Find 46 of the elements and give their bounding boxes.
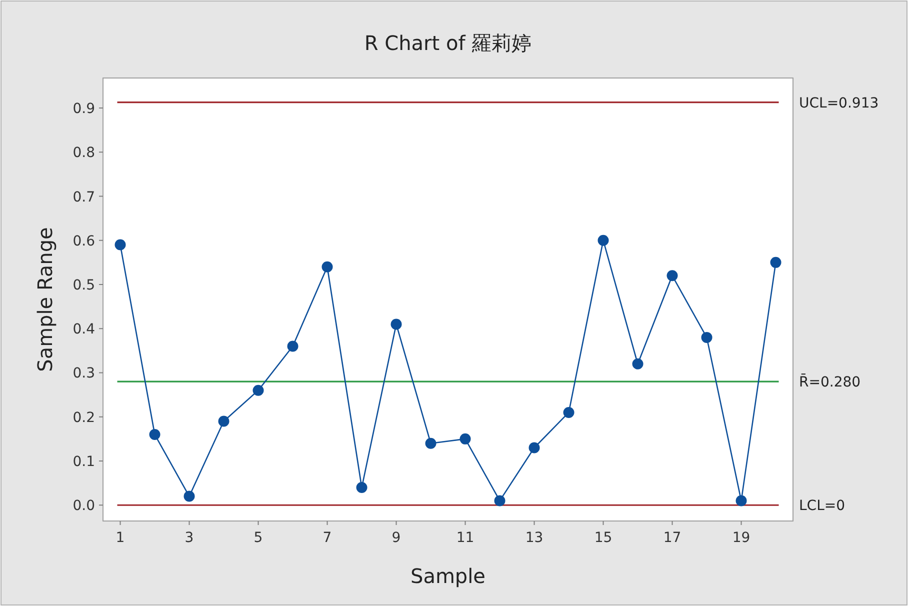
point	[494, 495, 506, 506]
y-axis-title: Sample Range	[33, 227, 57, 372]
ref-line-label: R̄=0.280	[799, 373, 861, 391]
y-tick-label: 0.5	[72, 278, 95, 294]
point	[770, 256, 782, 268]
point	[322, 261, 333, 272]
x-axis-title: Sample	[410, 564, 486, 588]
y-tick-label: 0.0	[72, 498, 95, 514]
point	[736, 495, 747, 506]
x-tick-label: 11	[456, 530, 474, 546]
y-tick-label: 0.4	[72, 322, 96, 338]
x-tick-label: 7	[322, 530, 332, 546]
x-tick-label: 15	[594, 530, 612, 546]
point	[528, 442, 540, 454]
ref-line-label: UCL=0.913	[799, 95, 879, 112]
point	[184, 490, 195, 502]
x-tick-label: 13	[525, 530, 544, 546]
x-tick-label: 3	[184, 530, 194, 546]
point	[114, 239, 126, 250]
y-tick-label: 0.2	[72, 410, 95, 426]
point	[460, 433, 471, 444]
y-tick-label: 0.8	[72, 145, 95, 162]
y-tick-label: 0.7	[72, 189, 95, 206]
point	[287, 340, 298, 352]
x-tick-label: 1	[116, 530, 125, 546]
y-tick-label: 0.1	[72, 454, 95, 470]
point	[356, 482, 368, 493]
point	[632, 358, 644, 370]
point	[149, 429, 160, 440]
x-tick-label: 5	[254, 530, 263, 546]
x-tick-label: 17	[663, 530, 682, 546]
y-tick-label: 0.9	[72, 101, 95, 118]
point	[390, 318, 402, 330]
point	[701, 332, 712, 343]
point	[666, 270, 678, 282]
chart-title: R Chart of 羅莉婷	[364, 31, 532, 55]
point	[598, 234, 609, 246]
y-tick-label: 0.3	[72, 366, 95, 382]
ref-line-label: LCL=0	[799, 498, 846, 514]
x-tick-label: 9	[392, 530, 401, 546]
point	[218, 416, 230, 427]
point	[425, 438, 436, 449]
y-tick-label: 0.6	[72, 233, 96, 250]
point	[563, 406, 574, 418]
x-tick-label: 19	[732, 530, 750, 546]
point	[252, 384, 264, 396]
